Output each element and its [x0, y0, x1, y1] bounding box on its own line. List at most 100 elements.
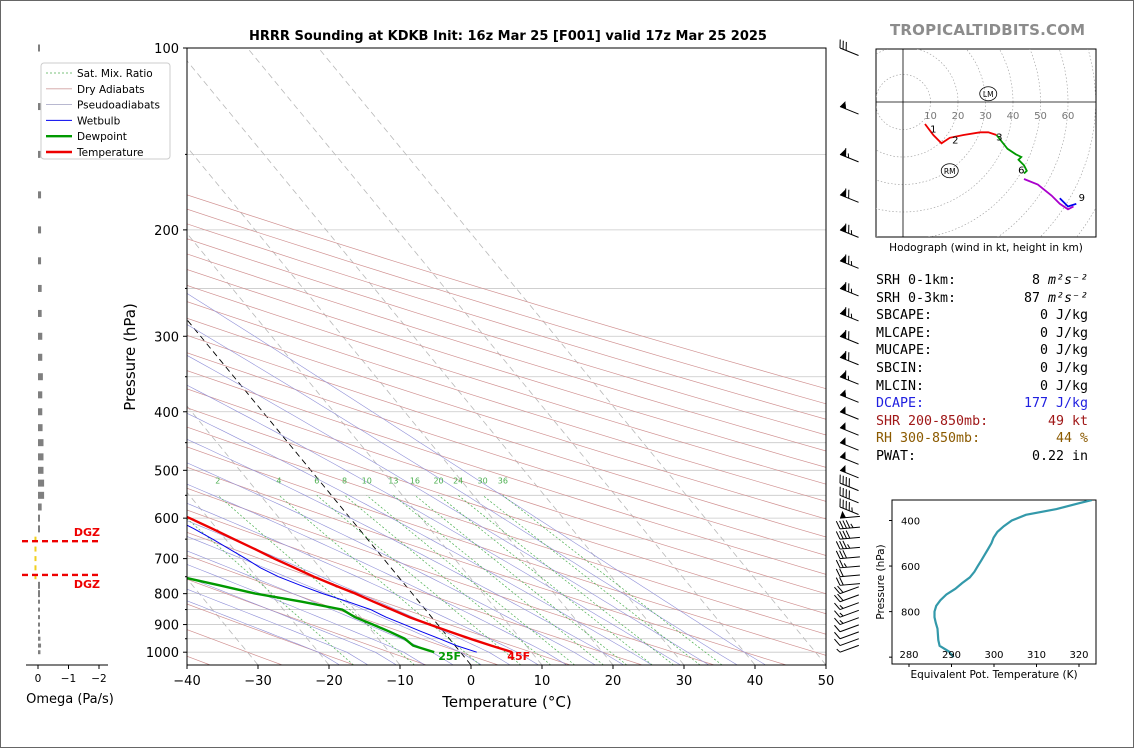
wind-barb-flag — [840, 422, 846, 430]
wind-barb — [835, 540, 860, 550]
omega-bar — [38, 191, 42, 199]
wind-barb — [834, 624, 859, 633]
omega-bar — [38, 103, 41, 111]
wind-barb-shaft — [839, 574, 860, 578]
stats-value: 49 kt — [1047, 413, 1088, 429]
wind-barb-shaft — [839, 565, 860, 569]
wind-barb — [839, 406, 859, 420]
wind-barb — [834, 585, 859, 595]
mixing-ratio-line — [393, 495, 604, 665]
wind-barb-half-feather — [850, 313, 853, 319]
skewt-axes-frame — [186, 47, 827, 666]
stats-row: DCAPE: 177 J/kg — [876, 395, 1088, 413]
wind-barb-half-feather — [850, 230, 853, 235]
mixing-ratio-line — [278, 495, 481, 665]
wind-barb-feather — [839, 39, 841, 49]
omega-panel: 0 −1 −2 DGZ DGZ — [22, 44, 108, 685]
stats-table: SRH 0-1km: 8 m²s⁻² SRH 0-3km: 87 m²s⁻² SBCAP… — [876, 272, 1088, 466]
wind-barb-shaft — [839, 194, 859, 203]
omega-bar — [38, 607, 40, 612]
hodograph-ring-label: 60 — [1062, 111, 1075, 122]
dry-adiabat — [187, 334, 826, 538]
skewt-xlabel: Temperature (°C) — [441, 693, 571, 711]
y-tick-label: 500 — [154, 464, 179, 479]
wind-barb-feather — [835, 520, 841, 530]
wind-barb — [839, 39, 859, 56]
mixing-ratio-line — [482, 495, 701, 665]
wind-barb-feather — [845, 329, 847, 339]
x-tick-label: 10 — [534, 674, 551, 689]
omega-bar — [38, 503, 42, 511]
legend-label: Pseudoadiabats — [77, 100, 160, 112]
mixing-ratio-label: 36 — [498, 476, 508, 485]
stats-value: 0 J/kg — [1039, 343, 1088, 359]
hodograph-inner: 10 20 30 40 50 60 1 2 3 6 9 LM RM — [876, 49, 1096, 237]
omega-tick-label: 0 — [35, 673, 42, 685]
omega-bar — [38, 636, 41, 641]
omega-bar — [38, 439, 44, 447]
omega-bar — [34, 536, 37, 542]
omega-bar — [38, 332, 43, 340]
wind-barb-feather — [848, 255, 850, 265]
hodograph-ring-label: 40 — [1007, 111, 1020, 122]
isotherm — [247, 48, 756, 665]
wind-barb-shaft — [839, 617, 859, 626]
stats-value: 0 J/kg — [1039, 378, 1088, 394]
dewpoint-trace — [187, 576, 435, 654]
dry-adiabat — [187, 370, 826, 575]
moist-adiabat — [187, 384, 681, 665]
wind-barb-feather — [834, 594, 841, 603]
storm-motion-marker — [979, 86, 998, 102]
moist-adiabat — [187, 536, 482, 665]
stats-value: 44 % — [1055, 431, 1088, 447]
wind-barb-feather — [845, 41, 847, 51]
wind-barb-feather — [834, 624, 841, 633]
theta-e-xlabel: Equivalent Pot. Temperature (K) — [910, 669, 1077, 681]
stats-label: SBCAPE: — [876, 308, 933, 324]
omega-bar — [38, 453, 44, 461]
wind-barb-feather — [837, 593, 844, 601]
wind-barb-shaft — [839, 494, 859, 504]
wind-barb-shaft — [839, 47, 859, 56]
wind-barb-shaft — [839, 394, 859, 403]
wind-barb-shaft — [839, 229, 859, 238]
theta-e-x-tick-label: 320 — [1069, 650, 1088, 661]
wind-barb-flag — [840, 389, 846, 398]
wind-barb-half-feather — [847, 375, 850, 381]
wind-barb-feather — [845, 520, 851, 529]
wind-barb-shaft — [839, 638, 859, 647]
theta-e-x-tick-label: 290 — [942, 650, 961, 661]
wind-barb — [839, 188, 859, 203]
stats-row: SHR 200-850mb: 49 kt — [876, 413, 1088, 431]
stats-row: RH 300-850mb: 44 % — [876, 430, 1088, 448]
wind-barb-shaft — [839, 526, 860, 530]
wind-barb — [835, 520, 860, 530]
omega-bar — [38, 150, 41, 158]
dgz-label: DGZ — [74, 526, 100, 539]
wind-barb-feather — [845, 350, 847, 360]
wind-barb-feather — [842, 40, 844, 50]
mixing-ratio-line — [187, 518, 354, 665]
wind-barb-feather — [845, 477, 847, 486]
wind-barb-feather — [834, 610, 841, 618]
wind-barb-feather — [835, 550, 841, 559]
wind-barb-shaft — [839, 594, 859, 603]
wind-barb-feather — [848, 224, 850, 234]
wind-barb-feather — [839, 540, 844, 549]
hodograph-ring-label: 50 — [1034, 111, 1047, 122]
wind-barb — [839, 451, 859, 465]
dry-adiabat — [187, 426, 826, 635]
wind-barb — [835, 568, 860, 578]
wind-barb-feather — [845, 254, 847, 264]
wind-barb-feather — [848, 283, 850, 292]
wind-barb-flag — [840, 330, 846, 339]
temperature-trace — [187, 515, 513, 654]
wind-barb-flag — [840, 308, 846, 316]
omega-bar — [38, 622, 40, 627]
omega-bar — [34, 565, 37, 571]
dry-adiabat — [187, 603, 355, 665]
skewt-title: HRRR Sounding at KDKB Init: 16z Mar 25 [… — [249, 29, 767, 44]
theta-e-x-tick-label: 300 — [984, 650, 1003, 661]
dry-adiabat — [187, 238, 826, 436]
isotherm — [187, 232, 543, 665]
